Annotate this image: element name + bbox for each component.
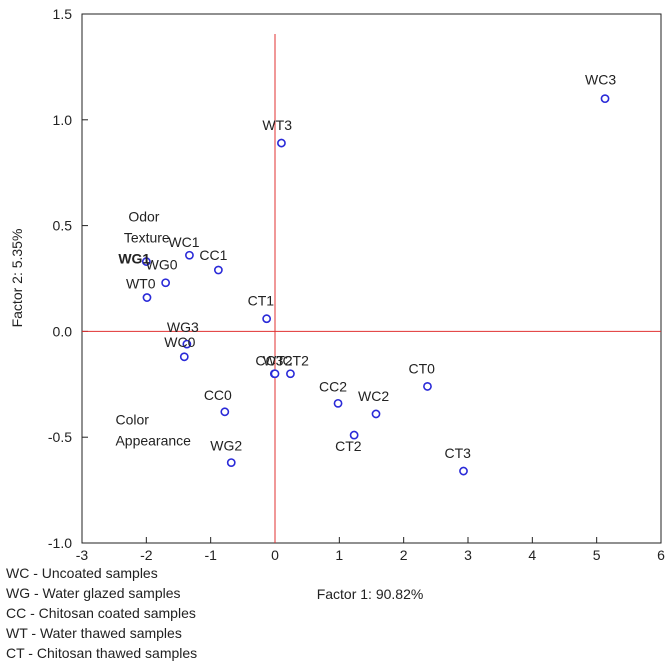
data-point-label: CT3 <box>444 445 471 461</box>
variable-labels: Odor Texture Color Appearance <box>115 208 191 448</box>
data-point-label: WT3 <box>262 117 292 133</box>
data-point-label: WC0 <box>164 334 195 350</box>
data-point-label: CC2 <box>319 378 347 394</box>
data-point <box>142 293 152 302</box>
y-tick-label: 1.5 <box>53 6 73 22</box>
data-point <box>226 458 236 467</box>
data-point-label: WC3 <box>585 72 616 88</box>
legend-entry-wt: WT - Water thawed samples <box>6 625 182 641</box>
data-point <box>185 250 194 260</box>
data-point <box>423 382 432 391</box>
x-tick-label: 4 <box>528 547 536 563</box>
x-tick-label: 5 <box>593 547 601 563</box>
y-tick-label: 0.5 <box>53 218 73 234</box>
x-axis-title: Factor 1: 90.82% <box>317 586 424 602</box>
data-point-label: WG2 <box>210 438 242 454</box>
data-point-label: CT1 <box>248 293 275 309</box>
data-point-label: WT2 <box>263 353 293 369</box>
data-point-label: CC3 <box>255 353 283 369</box>
x-tick-label: 6 <box>657 547 665 563</box>
data-point-label: WT0 <box>126 276 156 292</box>
data-point-label: CC0 <box>204 387 232 403</box>
data-point-label: WG0 <box>146 257 178 273</box>
x-tick-label: -3 <box>76 547 89 563</box>
axis-ticks: -3 -2 -1 0 1 2 3 4 5 6 1.5 1.0 0.5 0.0 -0.5 -1.0 <box>48 6 665 563</box>
variable-label: Texture <box>124 230 170 246</box>
data-point <box>179 352 189 362</box>
data-point-label: CT2 <box>335 438 362 454</box>
y-axis-title: Factor 2: 5.35% <box>9 229 25 328</box>
legend: WC - Uncoated samples WG - Water glazed … <box>6 563 197 663</box>
y-tick-label: -1.0 <box>48 535 72 551</box>
legend-entry-wc: WC - Uncoated samples <box>6 565 158 581</box>
data-point <box>349 430 359 440</box>
variable-label: Appearance <box>115 433 191 449</box>
data-point <box>371 409 381 419</box>
x-tick-label: -2 <box>140 547 153 563</box>
data-point-label: WG1 <box>118 251 150 267</box>
x-tick-label: 3 <box>464 547 472 563</box>
data-point <box>182 339 192 349</box>
legend-entry-wg: WG - Water glazed samples <box>6 585 181 601</box>
y-tick-label: 1.0 <box>53 112 73 128</box>
data-point <box>277 138 286 148</box>
data-point <box>333 398 343 408</box>
data-point <box>286 369 295 379</box>
data-point-label: CT0 <box>408 360 435 376</box>
variable-label: Odor <box>128 208 159 224</box>
data-point <box>141 257 151 266</box>
data-point <box>459 466 468 476</box>
variable-label: Color <box>115 412 149 428</box>
data-point <box>213 265 223 275</box>
x-tick-label: 1 <box>335 547 343 563</box>
y-tick-label: 0.0 <box>53 323 73 339</box>
data-point-label: WG3 <box>167 319 199 335</box>
data-point <box>161 278 171 288</box>
plot-border <box>81 13 662 544</box>
y-tick-label: -0.5 <box>48 429 72 445</box>
data-point <box>600 94 610 104</box>
x-tick-label: 0 <box>271 547 279 563</box>
data-point-label: CT2 <box>282 353 309 369</box>
data-point <box>220 407 230 417</box>
data-point <box>270 369 280 379</box>
x-tick-label: 2 <box>400 547 408 563</box>
legend-entry-cc: CC - Chitosan coated samples <box>6 605 196 621</box>
data-point-label: WC1 <box>168 234 199 250</box>
plot-frame <box>81 13 662 544</box>
data-point-label: CC1 <box>199 247 227 263</box>
data-point <box>262 314 272 324</box>
reference-lines <box>82 34 661 543</box>
data-point-label: WC2 <box>358 388 389 404</box>
x-tick-label: -1 <box>204 547 217 563</box>
legend-entry-ct: CT - Chitosan thawed samples <box>6 645 198 661</box>
